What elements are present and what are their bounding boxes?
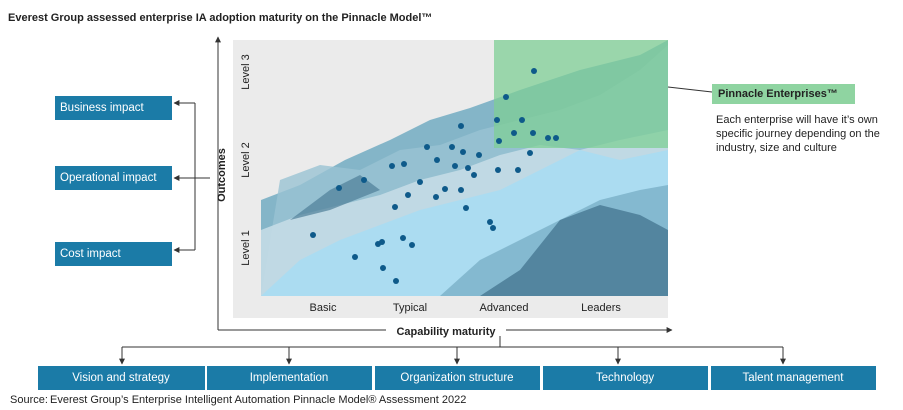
stage-label: Typical — [393, 302, 427, 314]
dimension-box — [375, 366, 540, 390]
impact-box — [55, 96, 172, 120]
impact-box — [55, 242, 172, 266]
dimension-box — [711, 366, 876, 390]
pinnacle-label: Pinnacle Enterprises™ — [718, 88, 838, 100]
stage-label: Advanced — [480, 302, 529, 314]
dimension-connectors — [119, 336, 786, 365]
impact-label: Operational impact — [60, 172, 157, 184]
mountains — [261, 40, 668, 296]
stage-label: Basic — [310, 302, 337, 314]
pinnacle-box — [712, 84, 855, 104]
pinnacle-description: specific journey depending on the — [716, 128, 880, 140]
impact-label: Cost impact — [60, 248, 122, 260]
source-label: Source: — [10, 394, 48, 406]
level-label: Level 1 — [240, 230, 252, 265]
enterprise-dots — [310, 68, 559, 284]
pinnacle-description: Each enterprise will have it’s own — [716, 114, 878, 126]
dimension-box — [38, 366, 205, 390]
pinnacle-description: industry, size and culture — [716, 142, 837, 154]
impact-box — [55, 166, 172, 190]
stage-label: Leaders — [581, 302, 621, 314]
impact-connectors — [173, 100, 210, 253]
level-label: Level 3 — [240, 54, 252, 89]
impact-label: Business impact — [60, 102, 145, 114]
x-axis-label: Capability maturity — [396, 326, 496, 338]
title: Everest Group assessed enterprise IA ado… — [8, 12, 432, 24]
dimension-label: Technology — [596, 372, 654, 384]
dimension-label: Vision and strategy — [72, 372, 170, 384]
pinnacle-zone — [494, 40, 668, 148]
level-label: Level 2 — [240, 142, 252, 177]
y-axis-label: Outcomes — [216, 148, 228, 202]
dimension-label: Implementation — [250, 372, 329, 384]
dimension-label: Talent management — [742, 372, 844, 384]
pinnacle-pointer — [667, 86, 713, 93]
source-text: Everest Group’s Enterprise Intelligent A… — [50, 394, 466, 406]
dimension-box — [207, 366, 372, 390]
dimension-label: Organization structure — [400, 372, 513, 384]
dimension-box — [543, 366, 708, 390]
